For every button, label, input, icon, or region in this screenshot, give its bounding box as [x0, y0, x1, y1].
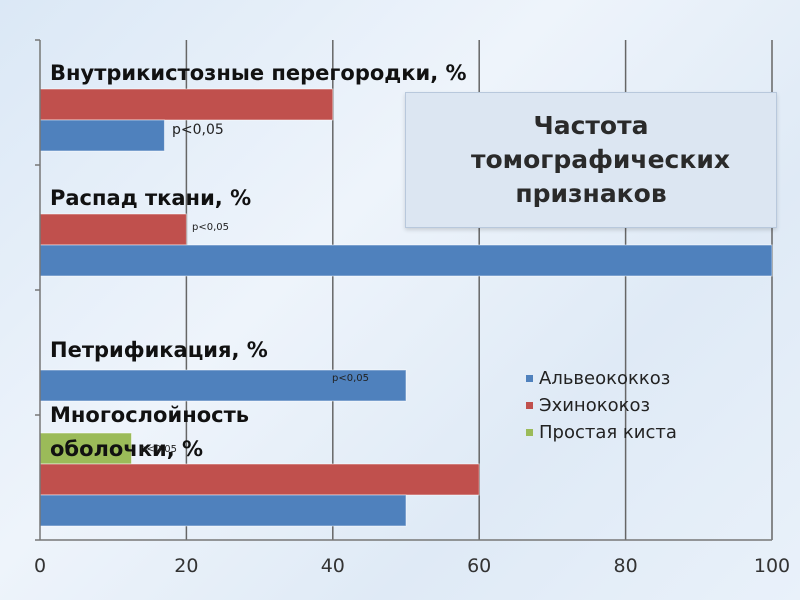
x-tick-label: 0 — [34, 555, 46, 577]
bar-alveococcosis — [39, 494, 407, 527]
labels: 0 20 40 60 80 100 Внутрикистозные перегородки,… — [34, 61, 790, 577]
p-value-annotation: p<0,05 — [192, 222, 229, 233]
bar-simple-cyst — [39, 432, 132, 465]
bar-echinococcosis — [39, 88, 334, 121]
chart-title: Частота томографических признаков — [471, 111, 730, 208]
bar-alveococcosis — [39, 369, 407, 402]
category-label: Распад ткани, % — [50, 186, 251, 210]
axes — [35, 39, 772, 541]
legend-item: Альвеококкоз — [526, 365, 677, 392]
legend-label: Простая киста — [539, 422, 677, 443]
x-tick-label: 100 — [754, 555, 790, 577]
p-value-annotation: p<0,05 — [140, 444, 177, 455]
bar-echinococcosis — [39, 213, 187, 246]
chart-title-box: Частота томографических признаков — [405, 92, 777, 228]
p-value-annotation: p<0,05 — [332, 373, 369, 384]
bar-alveococcosis — [39, 119, 165, 152]
legend-label: Эхинококоз — [539, 395, 651, 416]
p-value-annotation: p<0,05 — [172, 122, 224, 138]
bar-echinococcosis — [39, 463, 480, 496]
legend-item: Эхинококоз — [526, 392, 677, 419]
bar-alveococcosis — [39, 244, 773, 277]
legend-swatch — [526, 375, 533, 382]
legend-label: Альвеококкоз — [539, 368, 671, 389]
legend-swatch — [526, 402, 533, 409]
x-tick-label: 60 — [467, 555, 491, 577]
category-label: Петрификация, % — [50, 338, 268, 362]
bars — [39, 88, 773, 527]
x-tick-label: 80 — [614, 555, 638, 577]
legend-swatch — [526, 429, 533, 436]
category-label: Многослойность — [50, 403, 249, 427]
x-tick-label: 40 — [321, 555, 345, 577]
category-label: оболочки, % — [50, 437, 203, 461]
category-label: Внутрикистозные перегородки, % — [50, 61, 467, 85]
legend-item: Простая киста — [526, 419, 677, 446]
x-tick-label: 20 — [174, 555, 198, 577]
legend: Альвеококкоз Эхинококоз Простая киста — [526, 365, 677, 446]
